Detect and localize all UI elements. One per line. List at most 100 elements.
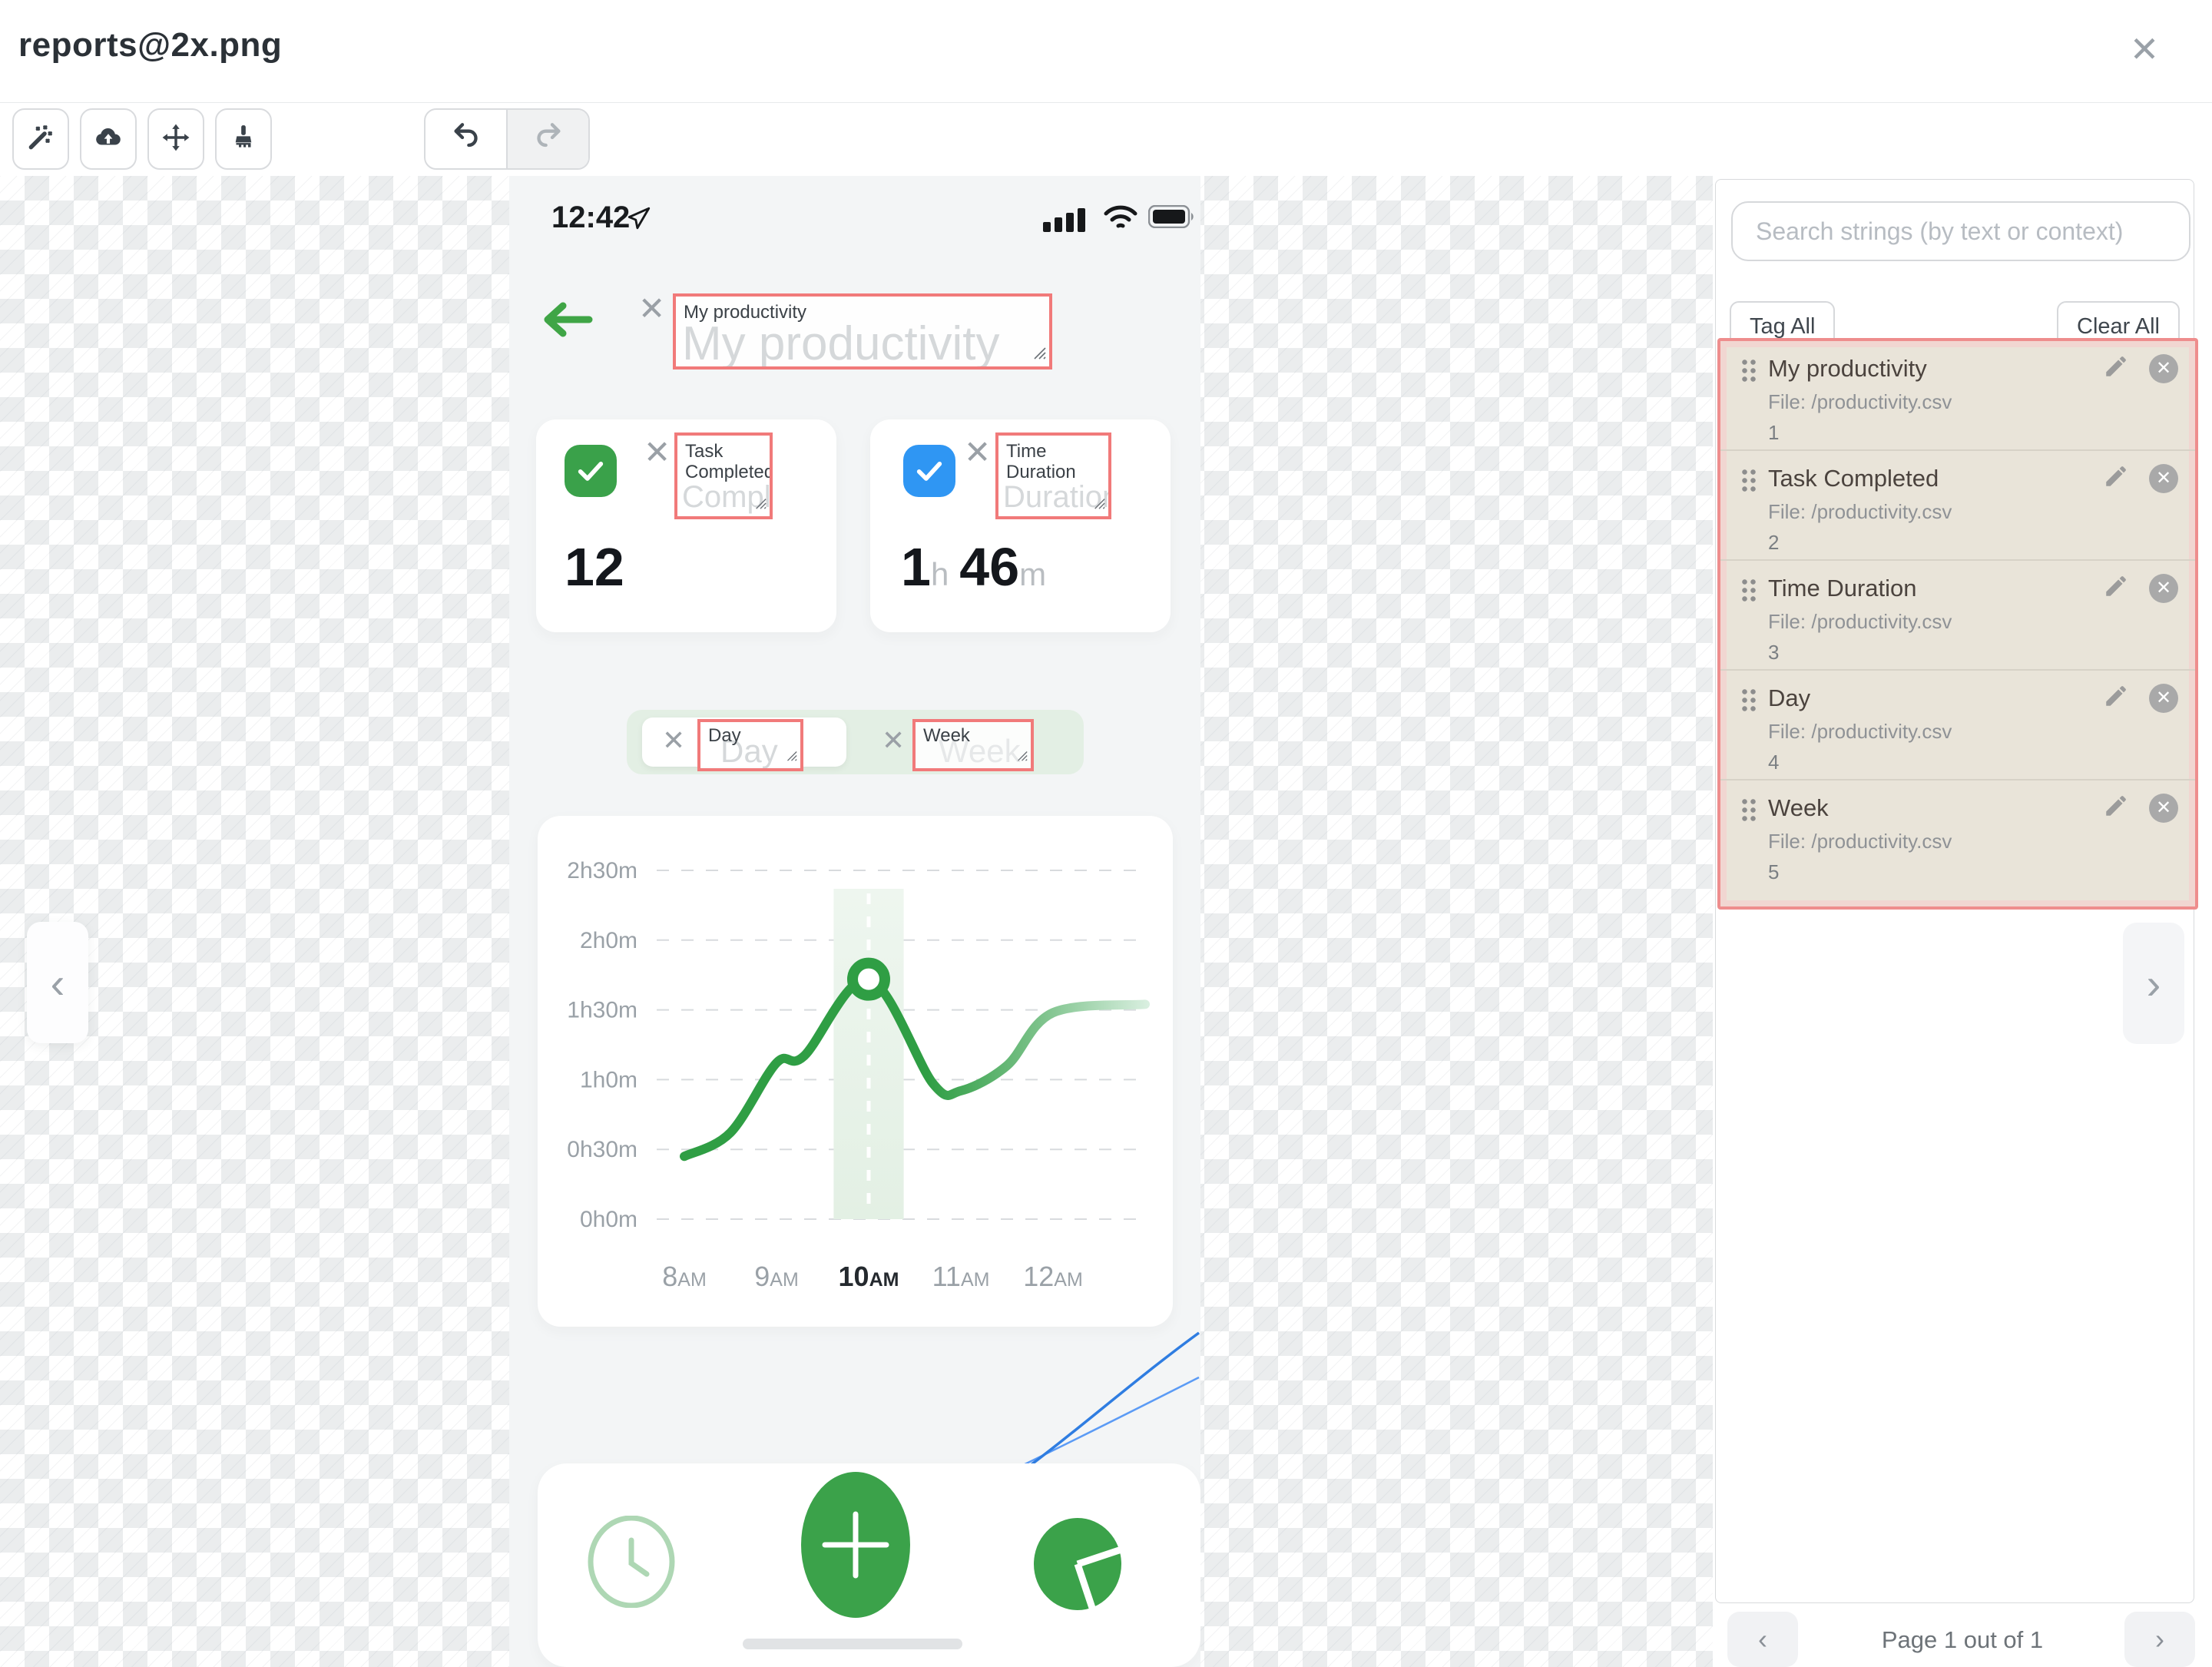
redo-icon	[533, 122, 564, 157]
upload-button[interactable]	[80, 108, 137, 170]
delete-circle-icon[interactable]: ✕	[2149, 353, 2178, 383]
auto-detect-button[interactable]	[12, 108, 69, 170]
edit-pencil-icon[interactable]	[2103, 573, 2129, 603]
undo-icon	[451, 122, 482, 157]
pie-chart-icon	[1031, 1517, 1124, 1615]
annotation-label: My productivity	[684, 302, 807, 323]
edit-pencil-icon[interactable]	[2103, 463, 2129, 493]
svg-text:2h0m: 2h0m	[580, 928, 637, 953]
annotation-box-time-duration[interactable]: Duration Time Duration	[995, 432, 1111, 519]
card-tasks: ✕ Completed Task Completed 12	[536, 419, 836, 632]
edit-pencil-icon[interactable]	[2103, 353, 2129, 383]
edit-pencil-icon[interactable]	[2103, 683, 2129, 713]
page-prev-button[interactable]: ‹	[1727, 1612, 1798, 1667]
close-icon[interactable]: ✕	[2129, 29, 2160, 69]
drag-handle-icon[interactable]	[1740, 468, 1757, 492]
string-index: 2	[1768, 531, 1780, 554]
annotation-label: Time Duration	[1006, 441, 1076, 482]
drag-handle-icon[interactable]	[1740, 688, 1757, 712]
string-item[interactable]: Week File: /productivity.csv 5 ✕	[1720, 780, 2195, 890]
move-arrows-icon	[161, 123, 190, 156]
resize-handle-icon[interactable]	[786, 750, 797, 765]
annotation-box-week[interactable]: Week Week	[912, 719, 1034, 771]
resize-handle-icon[interactable]	[754, 497, 767, 513]
redo-button[interactable]	[506, 110, 588, 168]
productivity-chart-card: 2h30m 2h0m 1h30m 1h0m 0h30m 0h0m 8AM 9AM 10AM 11A…	[538, 816, 1173, 1327]
strings-panel: Tag All Clear All My productivity File: …	[1715, 179, 2198, 1603]
string-title: Time Duration	[1768, 575, 1917, 602]
resize-handle-icon[interactable]	[1032, 346, 1046, 363]
phone-bottom-nav	[538, 1463, 1200, 1667]
string-title: Week	[1768, 794, 1829, 821]
svg-text:12AM: 12AM	[1023, 1261, 1083, 1292]
annotation-remove-icon[interactable]: ✕	[964, 434, 992, 470]
svg-text:0h0m: 0h0m	[580, 1207, 637, 1232]
wifi-icon	[1102, 204, 1139, 235]
annotation-remove-icon[interactable]: ✕	[662, 724, 686, 756]
delete-circle-icon[interactable]: ✕	[2149, 793, 2178, 823]
string-item[interactable]: Task Completed File: /productivity.csv 2…	[1720, 451, 2195, 561]
string-index: 5	[1768, 860, 1780, 883]
annotation-box-task-completed[interactable]: Completed Task Completed	[674, 432, 773, 519]
annotation-remove-icon[interactable]: ✕	[882, 724, 906, 756]
location-arrow-icon	[626, 205, 652, 235]
annotation-box-day[interactable]: Day Day	[697, 719, 803, 771]
drag-handle-icon[interactable]	[1740, 358, 1757, 383]
drag-handle-icon[interactable]	[1740, 578, 1757, 602]
brush-button[interactable]	[215, 108, 272, 170]
undo-redo-group	[424, 108, 590, 170]
prev-image-button[interactable]: ‹	[27, 922, 88, 1043]
drag-handle-icon[interactable]	[1740, 797, 1757, 822]
duration-value: 1h 46m	[901, 537, 1047, 597]
svg-text:1h0m: 1h0m	[580, 1067, 637, 1092]
strings-sidebar: Tag All Clear All My productivity File: …	[1713, 176, 2212, 1667]
svg-text:0h30m: 0h30m	[567, 1137, 637, 1162]
delete-circle-icon[interactable]: ✕	[2149, 573, 2178, 603]
search-input[interactable]	[1731, 201, 2190, 261]
annotation-label: Day	[708, 725, 741, 746]
string-index: 3	[1768, 641, 1780, 664]
day-week-toggle: ✕ Day Day ✕ Week Week	[627, 710, 1084, 774]
string-item[interactable]: Day File: /productivity.csv 4 ✕	[1720, 671, 2195, 780]
magic-wand-icon	[26, 123, 55, 156]
annotation-remove-icon[interactable]: ✕	[638, 290, 666, 326]
edit-pencil-icon[interactable]	[2103, 793, 2129, 823]
home-indicator	[743, 1639, 962, 1649]
annotation-label: Task Completed	[685, 441, 773, 482]
svg-text:1h30m: 1h30m	[567, 998, 637, 1023]
status-time: 12:42	[551, 201, 631, 234]
string-index: 4	[1768, 751, 1780, 774]
green-check-icon	[565, 445, 617, 497]
brush-icon	[229, 123, 258, 156]
back-arrow-icon	[540, 300, 594, 343]
string-file: File: /productivity.csv	[1768, 500, 1952, 523]
move-button[interactable]	[147, 108, 204, 170]
clock-icon	[585, 1515, 677, 1612]
card-duration: ✕ Duration Time Duration 1h 46m	[870, 419, 1171, 632]
string-title: Task Completed	[1768, 465, 1939, 492]
string-file: File: /productivity.csv	[1768, 720, 1952, 743]
annotation-box-title[interactable]: My productivity My productivity	[673, 293, 1052, 370]
tagged-strings-list: My productivity File: /productivity.csv …	[1717, 338, 2198, 910]
string-file: File: /productivity.csv	[1768, 390, 1952, 413]
productivity-line-chart: 2h30m 2h0m 1h30m 1h0m 0h30m 0h0m 8AM 9AM 10AM 11A…	[567, 858, 1150, 1292]
resize-handle-icon[interactable]	[1016, 750, 1028, 765]
resize-handle-icon[interactable]	[1093, 497, 1105, 513]
svg-text:9AM: 9AM	[754, 1261, 799, 1292]
string-item[interactable]: My productivity File: /productivity.csv …	[1720, 341, 2195, 451]
annotation-remove-icon[interactable]: ✕	[644, 434, 671, 470]
string-file: File: /productivity.csv	[1768, 830, 1952, 853]
chevron-right-icon: ›	[2155, 1623, 2164, 1655]
delete-circle-icon[interactable]: ✕	[2149, 463, 2178, 493]
tasks-value: 12	[565, 537, 624, 597]
string-item[interactable]: Time Duration File: /productivity.csv 3 …	[1720, 561, 2195, 671]
svg-text:10AM: 10AM	[839, 1261, 899, 1292]
page-next-button[interactable]: ›	[2124, 1612, 2195, 1667]
pagination-label: Page 1 out of 1	[1881, 1626, 2044, 1653]
next-image-button[interactable]: ›	[2123, 923, 2184, 1044]
undo-button[interactable]	[426, 110, 506, 168]
chevron-left-icon: ‹	[50, 958, 65, 1007]
delete-circle-icon[interactable]: ✕	[2149, 683, 2178, 713]
chevron-right-icon: ›	[2146, 959, 2161, 1008]
window-header: reports@2x.png ✕	[0, 0, 2212, 102]
